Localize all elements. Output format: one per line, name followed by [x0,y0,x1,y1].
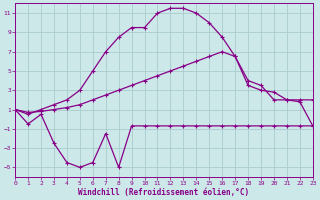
X-axis label: Windchill (Refroidissement éolien,°C): Windchill (Refroidissement éolien,°C) [78,188,250,197]
